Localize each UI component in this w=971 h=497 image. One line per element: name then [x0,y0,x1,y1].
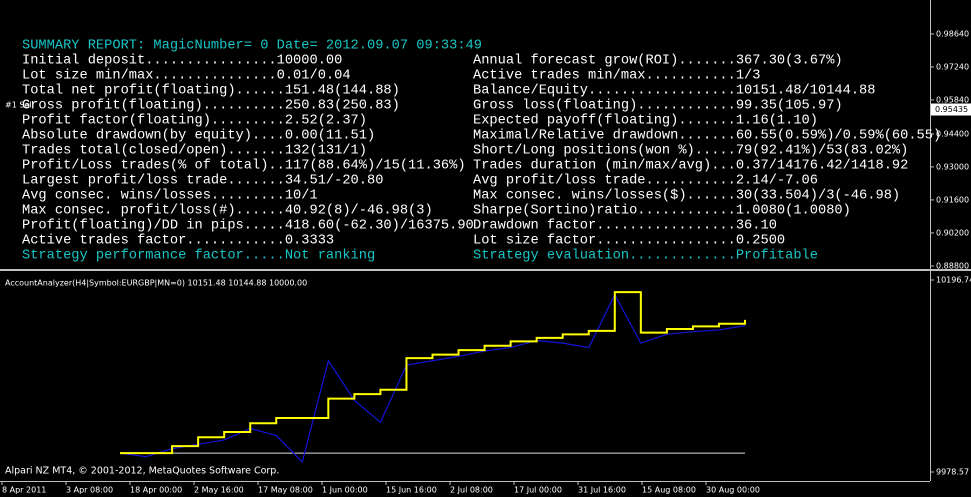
equity-line [119,293,746,464]
time-label: 31 Jul 16:00 [578,486,626,495]
price-label: 0.91600 [936,195,969,204]
time-label: 17 Jul 00:00 [514,486,562,495]
report-line: Max consec. profit/loss(#)......40.92(8)… [22,204,433,219]
value-label: 10196.74 [936,276,971,285]
report-line: Strategy evaluation.............Profitab… [473,249,818,264]
report-line: Profit(floating)/DD in pips.....418.60(-… [22,219,474,234]
time-label: 15 Jun 16:00 [386,486,437,495]
report-line: Profit factor(floating).........2.52(2.3… [22,114,367,129]
price-label: 0.98640 [936,29,969,38]
current-price-label: 0.95435 [935,105,968,114]
report-line: Avg consec. wins/losses.........10/1 [22,189,318,204]
report-line: Trades duration (min/max/avg)...0.37/141… [473,159,908,174]
report-line: Gross loss(floating)............99.35(10… [473,99,843,114]
price-label: 0.94400 [936,129,969,138]
price-label: 0.97240 [936,62,969,71]
report-line: Maximal/Relative drawdown.......60.55(0.… [473,129,941,144]
report-line: Absolute drawdown(by equity)....0.00(11.… [22,129,375,144]
report-line: Strategy performance factor.....Not rank… [22,249,375,264]
time-label: 15 Aug 08:00 [642,486,696,495]
report-line: Balance/Equity..................10151.48… [473,84,875,99]
report-line: Active trades min/max...........1/3 [473,69,760,84]
current-price-box [931,103,971,116]
report-line: Avg profit/loss trade...........2.14/-7.… [473,174,818,189]
report-line: Largest profit/loss trade.......34.51/-2… [22,174,383,189]
order-label: #1 Sell [5,101,34,110]
time-label: 17 May 08:00 [258,486,313,495]
report-line: Trades total(closed/open).......132(131/… [22,144,367,159]
price-label: 0.88800 [936,261,969,270]
price-label: 0.90200 [936,228,969,237]
time-label: 3 Apr 08:00 [66,486,113,495]
report-header: SUMMARY REPORT: MagicNumber= 0 Date= 201… [22,39,482,54]
report-line: Drawdown factor.................36.10 [473,219,777,234]
report-line: Max consec. wins/losses($)......30(33.50… [473,189,900,204]
time-label: 30 Aug 00:00 [706,486,760,495]
report-line: Profit/Loss trades(% of total)..117(88.6… [22,159,466,174]
indicator-title: AccountAnalyzer(H4|Symbol:EURGBP|MN=0) 1… [5,279,307,288]
balance-line [120,291,746,455]
price-label: 0.93000 [936,162,969,171]
footer: Alpari NZ MT4, © 2001-2012, MetaQuotes S… [5,466,279,477]
value-label: 9978.57 [936,468,969,477]
price-label: 0.95840 [936,95,969,104]
report-line: Annual forecast grow(ROI).......367.30(3… [473,54,843,69]
time-label: 2 Jul 08:00 [450,486,493,495]
report-line: Active trades factor............0.3333 [22,234,334,249]
report-line: Lot size factor.................0.2500 [473,234,785,249]
report-line: Initial deposit................10000.00 [22,54,342,69]
report-line: Expected payoff(floating).......1.16(1.1… [473,114,818,129]
report-line: Sharpe(Sortino)ratio............1.0080(1… [473,204,851,219]
time-label: 1 Jun 00:00 [322,486,368,495]
report-line: Short/Long positions(won %).....79(92.41… [473,144,908,159]
report-line: Lot size min/max...............0.01/0.04 [22,69,351,84]
time-label: 8 Apr 2011 [2,486,46,495]
time-label: 2 May 16:00 [194,486,244,495]
report-line: Gross profit(floating)..........250.83(2… [22,99,400,114]
time-label: 18 Apr 00:00 [130,486,182,495]
report-line: Total net profit(floating)......151.48(1… [22,84,400,99]
